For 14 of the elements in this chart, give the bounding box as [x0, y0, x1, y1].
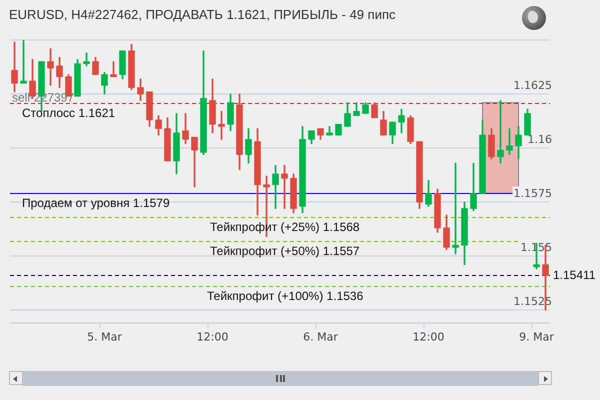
ref-line-label: Тейкпрофит (+50%) 1.1557 [210, 244, 360, 258]
x-tick-label: 6. Mar [303, 330, 338, 344]
x-tick-label: 5. Mar [87, 330, 122, 344]
y-tick-label: 1.1575 [514, 186, 552, 200]
ref-line-label: Тейкпрофит (+100%) 1.1536 [207, 288, 364, 303]
x-tick-label: 12:00 [196, 330, 228, 344]
ref-line-label: Продаем от уровня 1.1579 [22, 196, 170, 210]
chart-title: EURUSD, H4#227462, ПРОДАВАТЬ 1.1621, ПРИБЫЛЬ - 49 пипс [9, 7, 396, 22]
ref-line-label: Стоплосс 1.1621 [22, 106, 116, 120]
y-tick-label: 1.1625 [514, 78, 552, 92]
x-tick-label: 12:00 [412, 330, 444, 344]
y-tick-label: 1.16 [528, 132, 552, 146]
x-tick-label: 9. Mar [519, 330, 554, 344]
ref-line-label: 1.15411 [553, 268, 596, 282]
